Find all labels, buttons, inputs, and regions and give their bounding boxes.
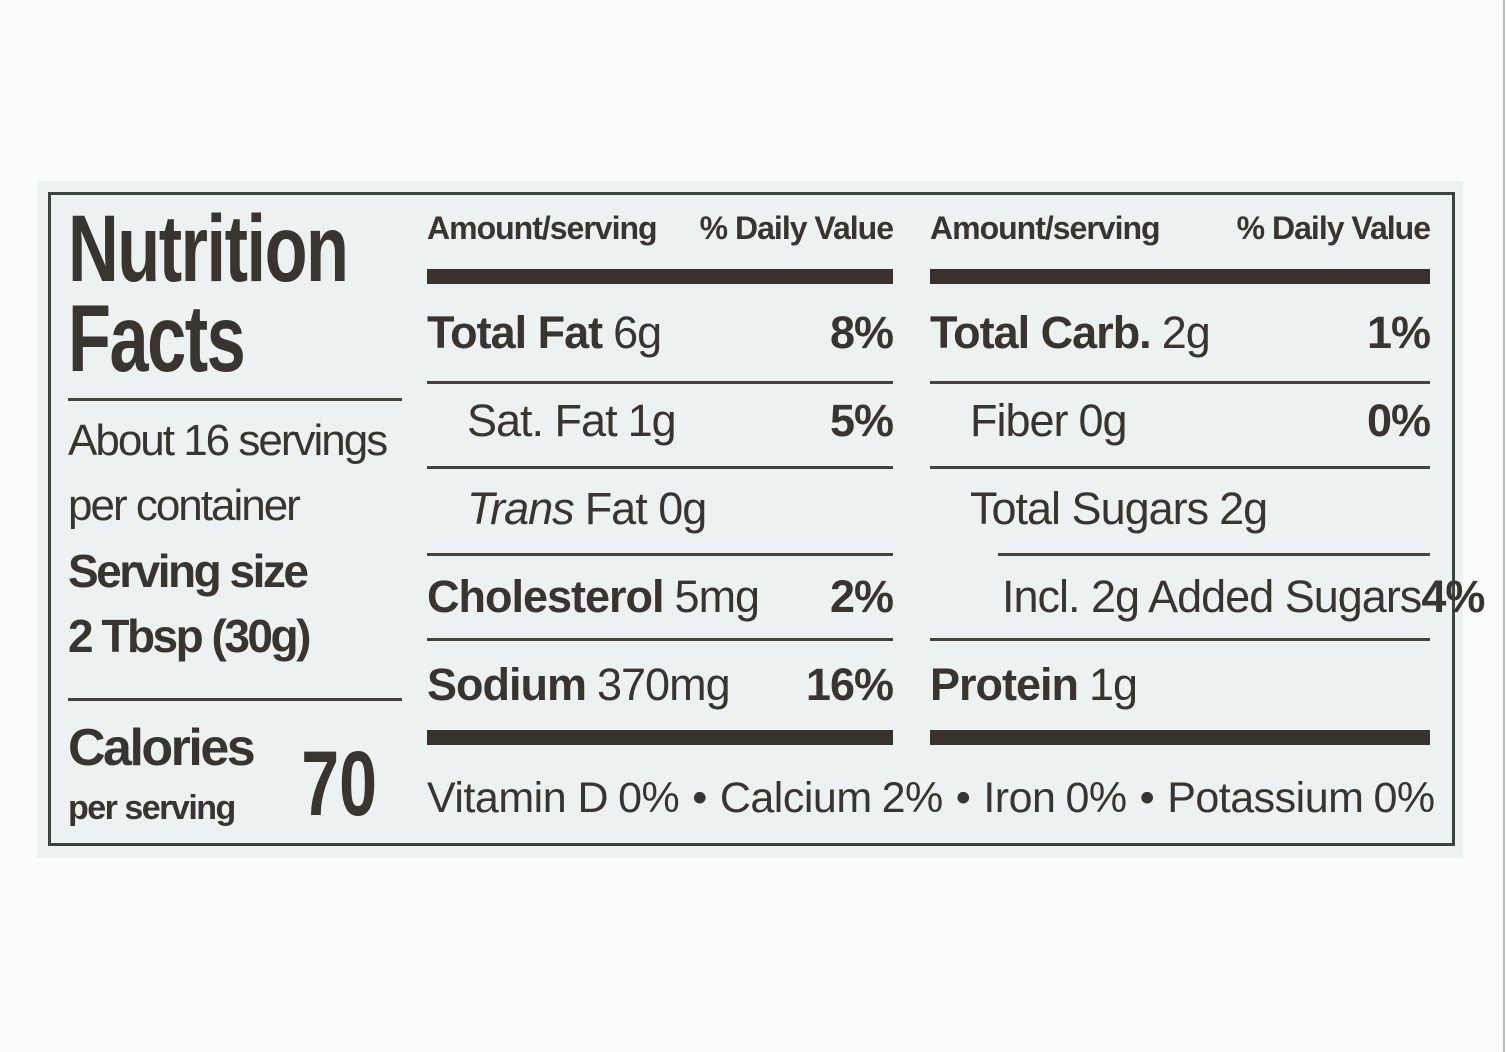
micronutrient-name: Vitamin D bbox=[427, 774, 609, 822]
nutrient-name: Total Fat bbox=[427, 307, 603, 358]
bullet-separator: • bbox=[692, 774, 707, 822]
thick-bar bbox=[427, 730, 893, 745]
calories-sublabel: per serving bbox=[68, 789, 236, 827]
nutrient-amount: 0g bbox=[1078, 395, 1128, 446]
thick-bar bbox=[930, 730, 1430, 745]
calories-label: Calories bbox=[68, 719, 256, 777]
left-panel-divider-top bbox=[68, 398, 402, 401]
thick-bar bbox=[930, 269, 1430, 284]
serving-size: Serving size 2 Tbsp (30g) bbox=[68, 539, 311, 669]
nutrient-name: Total Carb. bbox=[930, 307, 1152, 358]
nutrient-row-total-sugars: Total Sugars 2g bbox=[930, 486, 1430, 532]
row-divider bbox=[427, 553, 893, 556]
micronutrients-line: Vitamin D 0% • Calcium 2% • Iron 0% • Potassium 0% bbox=[427, 777, 1439, 820]
micronutrient-pct: 0% bbox=[618, 774, 680, 822]
serving-size-value: 2 Tbsp (30g) bbox=[68, 610, 311, 662]
nutrient-amount: 1g bbox=[1089, 659, 1138, 710]
nutrient-amount: 2g bbox=[1161, 307, 1211, 358]
bullet-separator: • bbox=[1139, 774, 1155, 822]
left-panel-divider-bottom bbox=[68, 698, 402, 701]
row-divider bbox=[427, 381, 893, 384]
nutrient-row-total-carb: Total Carb. 2g 1% bbox=[930, 307, 1431, 358]
nutrient-name: Trans bbox=[467, 483, 575, 534]
daily-value-header: % Daily Value bbox=[1236, 210, 1431, 246]
column-header: Amount/serving % Daily Value bbox=[930, 210, 1431, 246]
nutrient-row-total-fat: Total Fat 6g 8% bbox=[427, 307, 894, 358]
label-title-line1: Nutrition bbox=[68, 196, 349, 302]
micronutrient-pct: 2% bbox=[881, 774, 944, 822]
nutrient-column-right: Amount/serving % Daily Value Total Carb.… bbox=[930, 181, 1485, 858]
column-header: Amount/serving % Daily Value bbox=[427, 210, 894, 246]
servings-line1: About 16 servings bbox=[68, 416, 388, 465]
nutrient-daily-value: 5% bbox=[829, 395, 894, 446]
thick-bar bbox=[427, 269, 893, 284]
nutrition-facts-label: Nutrition Facts About 16 servings per co… bbox=[37, 181, 1485, 858]
nutrient-daily-value: 4% bbox=[1421, 571, 1485, 622]
row-divider-indented bbox=[998, 553, 1430, 556]
nutrient-column-left: Amount/serving % Daily Value Total Fat 6… bbox=[427, 181, 894, 858]
nutrient-name: Sat. Fat bbox=[467, 395, 618, 446]
bullet-separator: • bbox=[955, 774, 971, 822]
daily-value-header: % Daily Value bbox=[699, 210, 894, 246]
label-title-line2: Facts bbox=[68, 286, 246, 392]
nutrient-daily-value: 8% bbox=[829, 307, 894, 358]
amount-per-serving-header: Amount/serving bbox=[427, 210, 658, 246]
row-divider bbox=[427, 466, 893, 469]
nutrient-daily-value: 2% bbox=[829, 571, 894, 622]
nutrient-row-cholesterol: Cholesterol 5mg 2% bbox=[427, 571, 894, 622]
micronutrient-pct: 0% bbox=[1373, 774, 1435, 822]
nutrient-row-added-sugars: Incl. 2g Added Sugars 4% bbox=[930, 571, 1485, 622]
photo-edge-line bbox=[1503, 0, 1505, 1052]
nutrient-row-protein: Protein 1g bbox=[930, 662, 1430, 708]
nutrient-name: Protein bbox=[930, 659, 1079, 710]
nutrient-amount: 370mg bbox=[597, 659, 731, 710]
nutrient-name: Cholesterol bbox=[427, 571, 665, 622]
nutrient-amount: 2g bbox=[1219, 483, 1268, 534]
row-divider bbox=[930, 638, 1430, 641]
servings-per-container: About 16 servings per container bbox=[68, 408, 388, 538]
micronutrient-name: Potassium bbox=[1167, 774, 1364, 822]
nutrient-daily-value: 0% bbox=[1366, 395, 1431, 446]
nutrient-row-sodium: Sodium 370mg 16% bbox=[427, 659, 894, 710]
nutrient-row-fiber: Fiber 0g 0% bbox=[930, 395, 1431, 446]
label-border-frame bbox=[48, 192, 1455, 846]
nutrient-amount: 1g bbox=[627, 395, 677, 446]
nutrient-amount: Fat 0g bbox=[584, 483, 708, 534]
nutrient-name: Sodium bbox=[427, 659, 587, 710]
micronutrient-pct: 0% bbox=[1065, 774, 1127, 822]
nutrient-daily-value: 16% bbox=[805, 659, 894, 710]
nutrient-amount: 5mg bbox=[674, 571, 761, 622]
micronutrient-name: Calcium bbox=[719, 774, 872, 822]
nutrient-name: Fiber bbox=[970, 395, 1069, 446]
nutrient-daily-value: 1% bbox=[1366, 307, 1431, 358]
amount-per-serving-header: Amount/serving bbox=[930, 210, 1161, 246]
nutrient-name: Incl. 2g Added Sugars bbox=[1002, 571, 1422, 622]
nutrient-name: Total Sugars bbox=[970, 483, 1209, 534]
nutrient-amount: 6g bbox=[613, 307, 662, 358]
nutrient-row-trans-fat: Trans Fat 0g bbox=[427, 486, 893, 532]
micronutrient-name: Iron bbox=[983, 774, 1056, 822]
row-divider bbox=[930, 381, 1430, 384]
serving-size-label: Serving size bbox=[68, 545, 309, 597]
row-divider bbox=[930, 466, 1430, 469]
row-divider bbox=[427, 638, 893, 641]
servings-line2: per container bbox=[68, 481, 301, 530]
nutrient-row-sat-fat: Sat. Fat 1g 5% bbox=[427, 395, 894, 446]
calories-value: 70 bbox=[301, 733, 377, 835]
